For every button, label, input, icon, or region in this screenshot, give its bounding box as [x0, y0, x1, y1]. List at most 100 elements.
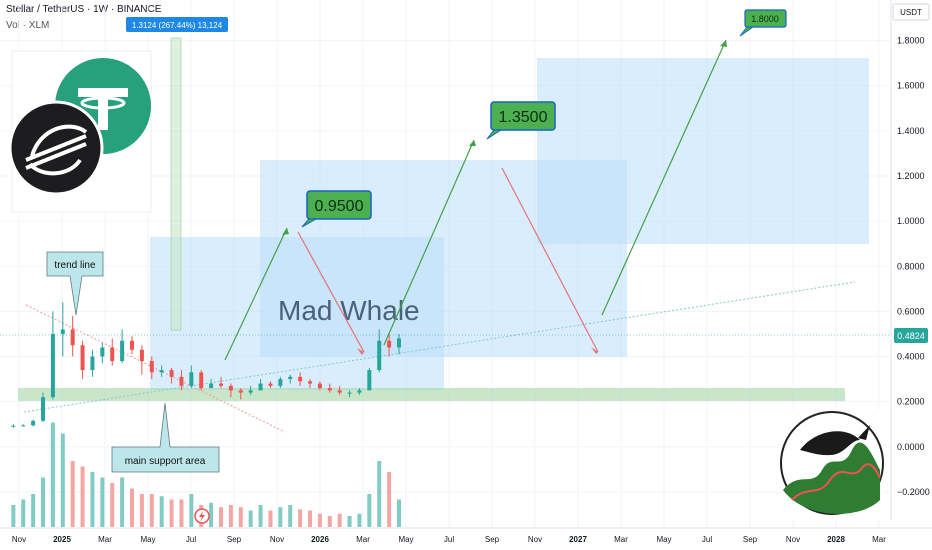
- y-ticks: 1.8000 1.6000 1.4000 1.2000 1.0000 0.8000 0.60…: [897, 36, 930, 497]
- volume-bar: [11, 505, 16, 527]
- volume-bar: [50, 422, 55, 527]
- candle-body: [317, 383, 322, 389]
- candle-body: [258, 383, 263, 391]
- volume-bar: [120, 477, 125, 527]
- measure-label: 1.3124 (267.44%) 13,124: [132, 21, 223, 30]
- candle-body: [268, 383, 273, 386]
- measure-tool: [170, 37, 182, 331]
- down-arrow-2: [501, 167, 599, 353]
- volume-bar: [396, 499, 401, 527]
- x-tick-label: Jul: [444, 535, 454, 544]
- candles: [11, 302, 401, 428]
- y-tick-label: 1.0000: [897, 216, 925, 226]
- x-tick-label: 2026: [311, 535, 329, 544]
- volume-bar: [337, 513, 342, 527]
- candle-body: [327, 388, 332, 391]
- x-tick-label: Mar: [614, 535, 628, 544]
- candle-body: [149, 361, 154, 373]
- candle-body: [50, 333, 55, 398]
- target-label-3[interactable]: 1.8000: [739, 9, 787, 37]
- candle-body: [209, 383, 214, 389]
- arrow-head-1: [282, 228, 289, 235]
- target-label-1-text: 0.9500: [315, 198, 364, 215]
- watermark-text: Mad Whale: [278, 295, 420, 326]
- y-tick-label: 0.4000: [897, 352, 925, 362]
- volume-bar: [130, 488, 135, 527]
- target-label-1[interactable]: 0.9500: [301, 190, 372, 228]
- x-ticks: Nov 2025 Mar May Jul Sep Nov 2026 Mar May Jul Sep No…: [12, 535, 886, 544]
- x-tick-label: Mar: [356, 535, 370, 544]
- x-tick-label: Nov: [12, 535, 26, 544]
- time-axis[interactable]: [0, 528, 932, 550]
- projection-arrows: [224, 39, 727, 361]
- x-tick-label: Sep: [485, 535, 500, 544]
- x-tick-label: May: [140, 535, 155, 544]
- volume-indicator-label: Vol · XLM: [6, 20, 50, 31]
- candle-body: [169, 370, 174, 377]
- y-tick-label: 0.6000: [897, 306, 925, 316]
- volume-bar: [100, 477, 105, 527]
- y-tick-label: 0.8000: [897, 261, 925, 271]
- up-arrow-2: [383, 139, 475, 346]
- descending-trend-line: [25, 304, 286, 433]
- volume-bar: [209, 502, 214, 527]
- candle-body: [130, 340, 135, 350]
- x-tick-label: 2028: [827, 535, 845, 544]
- volume-bar: [159, 496, 164, 527]
- volume-bar: [278, 507, 283, 527]
- volume-bars: [11, 422, 401, 527]
- axis-unit-box: [892, 3, 930, 21]
- x-tick-label: May: [656, 535, 671, 544]
- current-price-badge: [894, 328, 928, 343]
- target-label-2-text: 1.3500: [499, 109, 548, 126]
- target-label-2[interactable]: 1.3500: [486, 101, 556, 140]
- candle-body: [31, 420, 36, 426]
- volume-bar: [41, 477, 46, 527]
- candle-body: [21, 425, 26, 427]
- candle-body: [337, 390, 342, 393]
- x-tick-label: Nov: [270, 535, 284, 544]
- y-tick-label: 1.2000: [897, 171, 925, 181]
- volume-bar: [228, 505, 233, 527]
- target-label-3-text: 1.8000: [751, 14, 779, 24]
- candle-body: [100, 347, 105, 357]
- candle-body: [387, 340, 392, 348]
- whale-icon: [800, 431, 860, 456]
- x-tick-label: Nov: [786, 535, 800, 544]
- trend-line-callout[interactable]: trend line: [46, 251, 104, 316]
- x-tick-label: Sep: [227, 535, 242, 544]
- candle-body: [90, 356, 95, 371]
- candle-body: [357, 390, 362, 393]
- candle-body: [80, 345, 85, 371]
- candle-body: [120, 340, 125, 362]
- candle-body: [298, 376, 303, 382]
- flash-icon[interactable]: [194, 508, 210, 524]
- candle-body: [219, 383, 224, 386]
- trend-line-callout-text: trend line: [54, 260, 96, 271]
- up-arrow-1: [224, 227, 288, 361]
- volume-bar: [377, 461, 382, 527]
- volume-bar: [21, 499, 26, 527]
- candle-body: [41, 397, 46, 421]
- candle-body: [288, 376, 293, 380]
- volume-bar: [189, 494, 194, 527]
- target-zone-3: [537, 58, 869, 244]
- volume-bar: [179, 499, 184, 527]
- volume-bar: [149, 494, 154, 527]
- candle-body: [60, 329, 65, 334]
- candle-body: [70, 329, 75, 346]
- candle-body: [367, 370, 372, 391]
- support-callout[interactable]: main support area: [111, 402, 220, 473]
- candle-body: [199, 372, 204, 389]
- x-tick-label: 2027: [569, 535, 587, 544]
- y-tick-label: 1.4000: [897, 126, 925, 136]
- volume-bar: [357, 513, 362, 527]
- axis-unit: USDT: [900, 8, 922, 17]
- up-arrow-3: [601, 39, 727, 316]
- price-axis[interactable]: [891, 0, 932, 520]
- support-callout-text: main support area: [125, 456, 206, 467]
- current-price-label: 0.4824: [897, 331, 925, 341]
- arrow-head-5: [720, 40, 727, 47]
- volume-bar: [367, 494, 372, 527]
